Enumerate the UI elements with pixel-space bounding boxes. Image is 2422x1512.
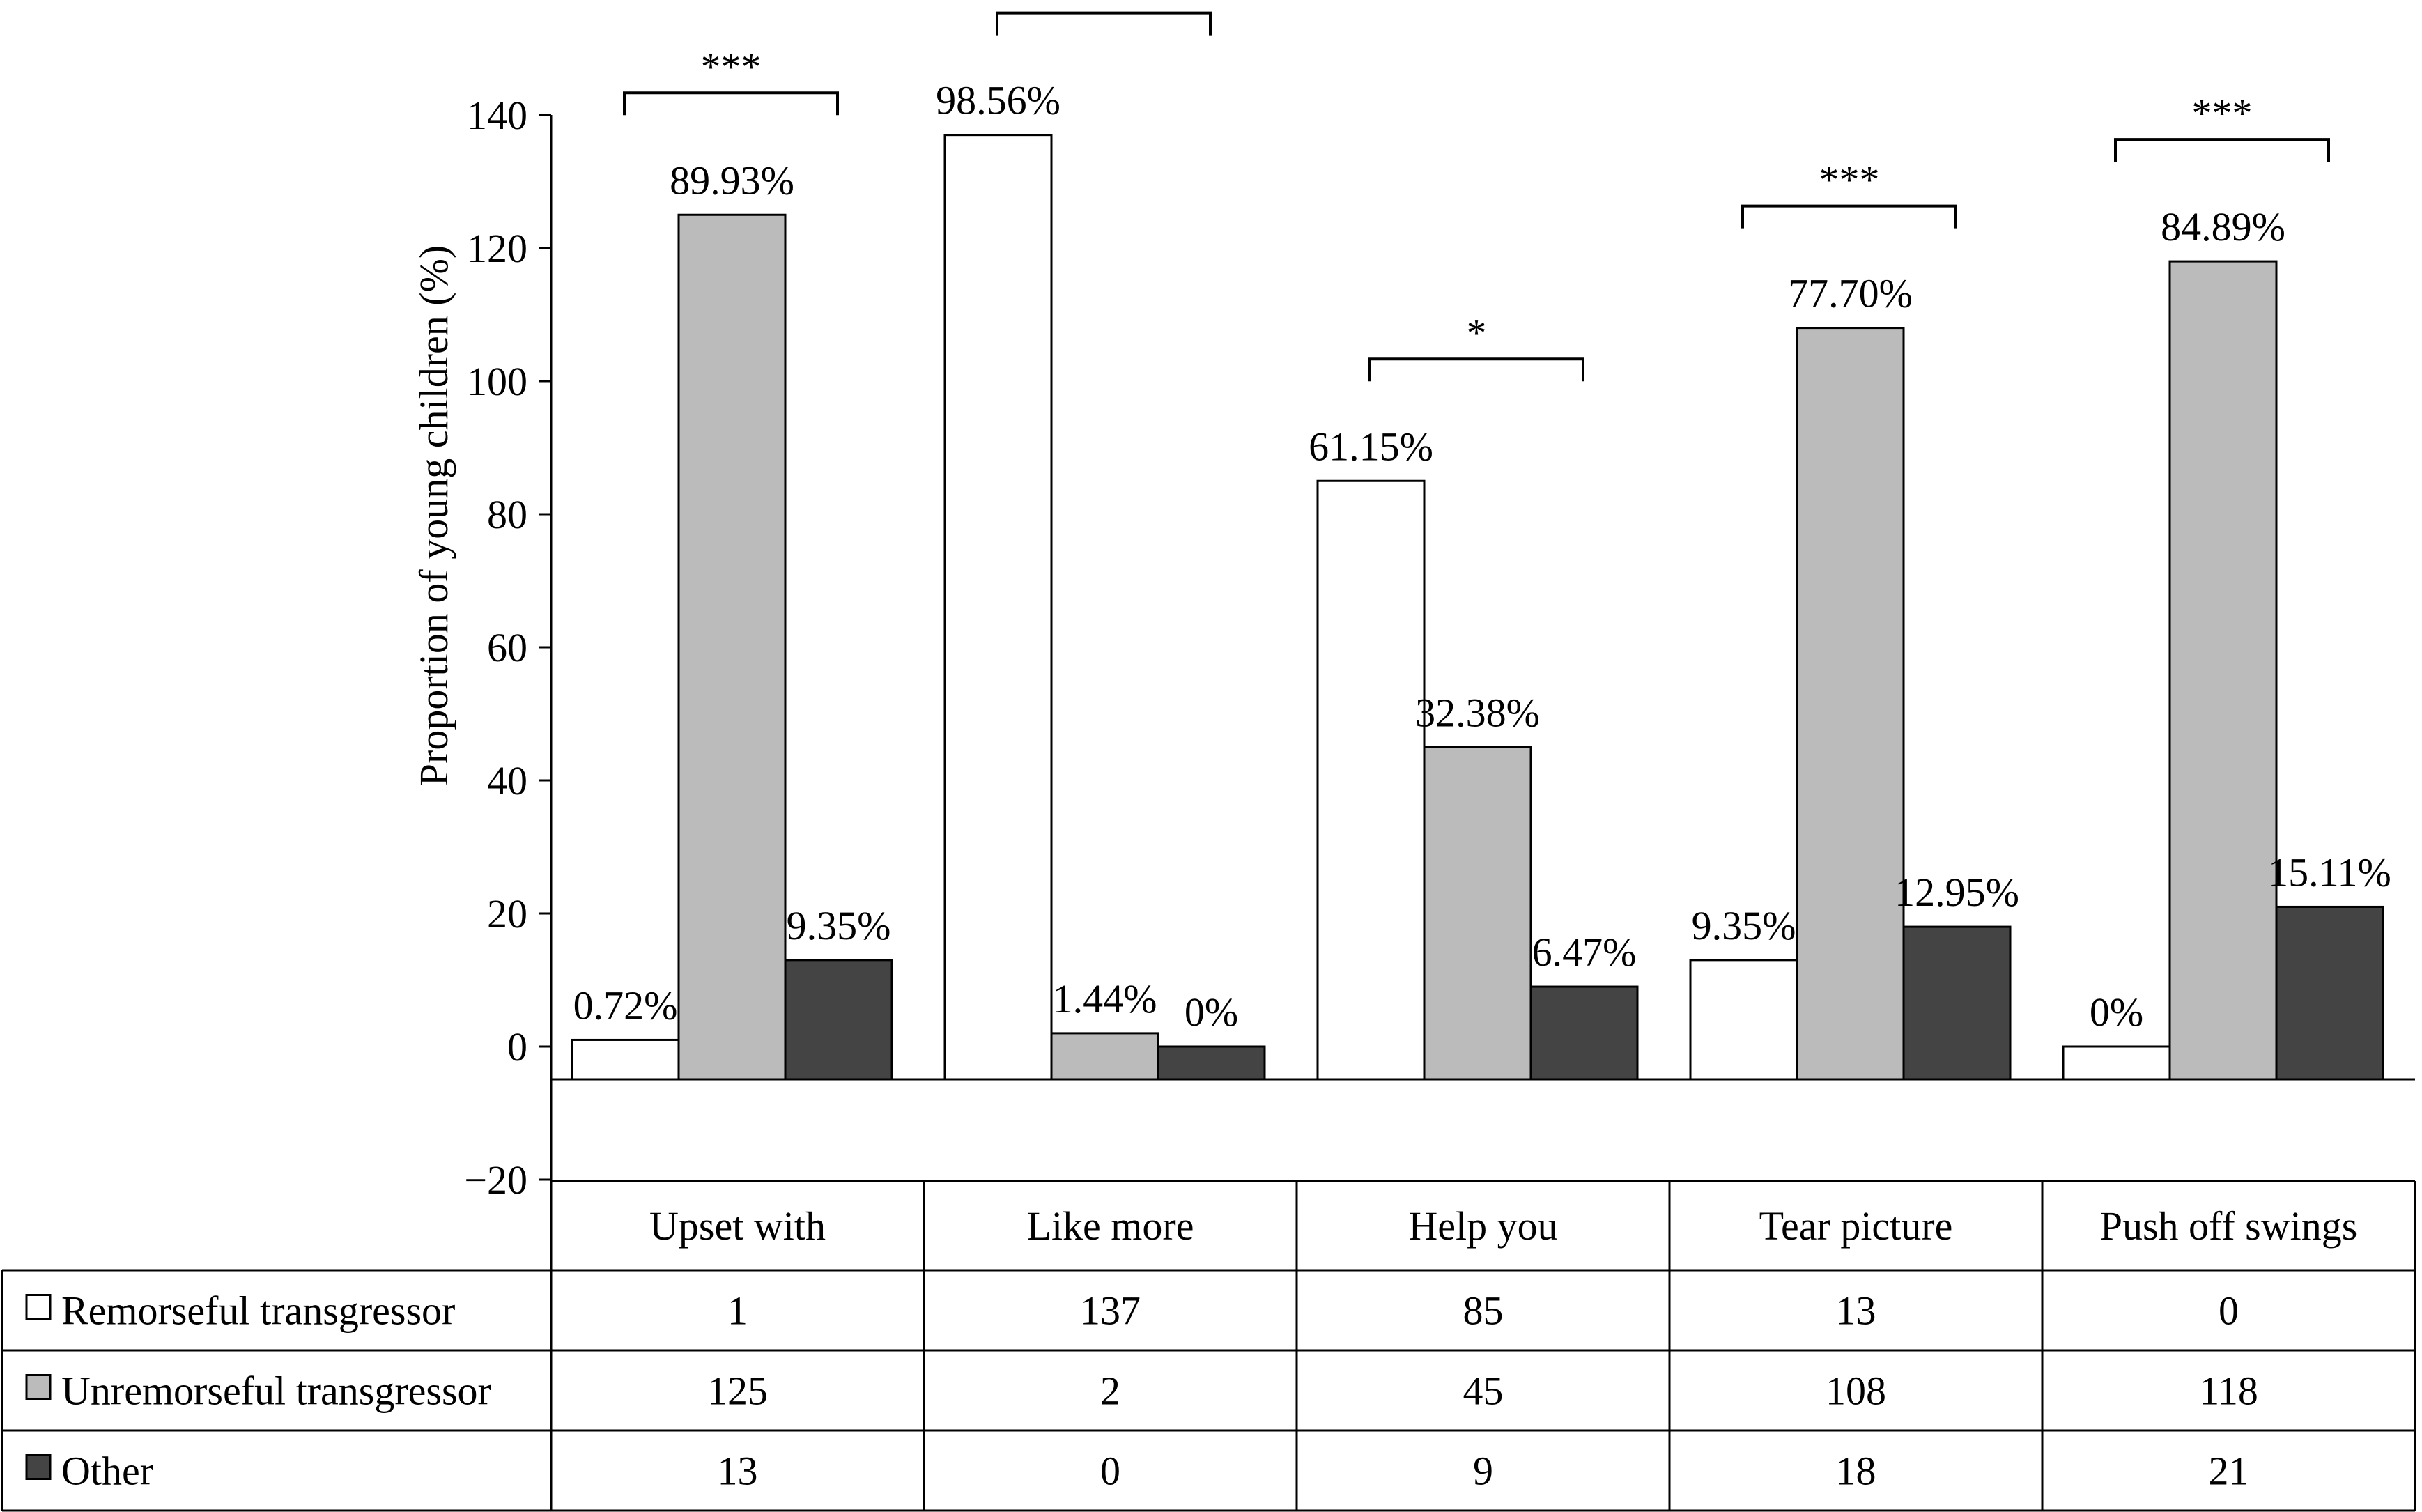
significance-bracket [1368, 357, 1584, 382]
bar [1529, 985, 1639, 1081]
data-label: 0% [1185, 989, 1238, 1035]
data-labels: 0.72% 89.93% 9.35% 98.56% 1.44% 0% 61.15% 32.38… [573, 78, 2391, 1035]
table-header-cell: Upset with [649, 1203, 826, 1249]
data-label: 61.15% [1309, 424, 1433, 469]
y-tick-label: 120 [467, 226, 527, 271]
table-header-cell: Like more [1027, 1203, 1194, 1249]
table-header-cell: Tear picture [1759, 1203, 1953, 1249]
bar [1902, 925, 2012, 1081]
bar [1423, 746, 1532, 1081]
y-tick-label: 140 [467, 93, 527, 138]
bar [677, 213, 787, 1081]
table-cell: 137 [1080, 1288, 1141, 1334]
bar [1050, 1032, 1159, 1081]
significance-bracket [623, 91, 839, 116]
significance-bracket [1741, 204, 1957, 229]
data-label: 12.95% [1895, 870, 2019, 915]
significance-marker: *** [1819, 157, 1880, 203]
significance-bracket [996, 11, 1212, 36]
table-header-cell: Push off swings [2100, 1203, 2358, 1249]
data-label: 9.35% [787, 903, 891, 948]
bar [1316, 479, 1426, 1081]
y-tick-label: 80 [487, 492, 527, 537]
y-tick-label: 40 [487, 758, 527, 803]
data-label: 84.89% [2161, 204, 2285, 249]
significance-marker: *** [701, 44, 762, 89]
table-cell: 108 [1826, 1368, 1886, 1414]
bar [1796, 327, 1905, 1081]
table-cell: 85 [1463, 1288, 1504, 1334]
bar [2168, 260, 2278, 1081]
table-cell: 0 [1100, 1449, 1120, 1494]
bar [1157, 1045, 1266, 1081]
significance-marker: *** [1074, 0, 1134, 10]
table-cell: 125 [707, 1368, 768, 1414]
bar [2275, 905, 2384, 1081]
table-row-label: Other [61, 1449, 153, 1494]
legend-swatch [25, 1374, 52, 1400]
y-axis-title: Proportion of young children (%) [411, 245, 456, 786]
bar [1689, 959, 1798, 1081]
significance-marker: * [1467, 310, 1487, 355]
y-tick-label: −20 [464, 1157, 527, 1203]
y-tick-label: 20 [487, 891, 527, 936]
data-label: 0.72% [573, 982, 678, 1028]
table-header-cell: Help you [1408, 1203, 1557, 1249]
bar [571, 1038, 680, 1081]
table-cell: 9 [1473, 1449, 1493, 1494]
significance-bracket [2114, 138, 2330, 162]
data-label: 77.70% [1788, 271, 1913, 316]
bar [784, 959, 893, 1081]
bar [2062, 1045, 2171, 1081]
data-label: 9.35% [1692, 903, 1796, 948]
data-label: 32.38% [1415, 690, 1540, 735]
legend-swatch [25, 1454, 52, 1480]
data-label: 89.93% [670, 157, 794, 203]
y-tick-label: 60 [487, 625, 527, 670]
table-cell: 21 [2209, 1449, 2249, 1494]
bars [571, 134, 2384, 1081]
table-row-label: Unremorseful transgressor [61, 1368, 491, 1414]
y-tick-label: 100 [467, 359, 527, 404]
table-cell: 13 [1836, 1288, 1876, 1334]
table-cell: 0 [2219, 1288, 2239, 1334]
significance-brackets: ************* [623, 0, 2330, 382]
data-label: 0% [2090, 989, 2143, 1035]
table-cell: 1 [727, 1288, 748, 1334]
legend-swatch [25, 1294, 52, 1320]
data-label: 6.47% [1532, 929, 1637, 975]
y-tick-label: 0 [507, 1024, 527, 1070]
bar [943, 134, 1053, 1081]
data-table: Upset with Like more Help you Tear picture P… [1, 1180, 2416, 1512]
data-label: 15.11% [2268, 849, 2391, 895]
table-cell: 45 [1463, 1368, 1504, 1414]
table-cell: 118 [2199, 1368, 2258, 1414]
data-label: 1.44% [1053, 976, 1157, 1021]
table-row-label: Remorseful transgressor [61, 1288, 455, 1334]
table-cell: 13 [718, 1449, 758, 1494]
table-cell: 18 [1836, 1449, 1876, 1494]
data-label: 98.56% [936, 78, 1060, 123]
significance-marker: *** [2192, 91, 2253, 136]
table-cell: 2 [1100, 1368, 1120, 1414]
